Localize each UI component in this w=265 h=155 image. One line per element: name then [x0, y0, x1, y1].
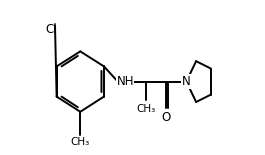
Text: N: N: [182, 75, 191, 88]
Text: CH₃: CH₃: [136, 104, 155, 114]
Text: O: O: [161, 111, 171, 124]
Text: NH: NH: [116, 75, 134, 88]
Text: CH₃: CH₃: [71, 137, 90, 147]
Text: Cl: Cl: [45, 23, 57, 36]
